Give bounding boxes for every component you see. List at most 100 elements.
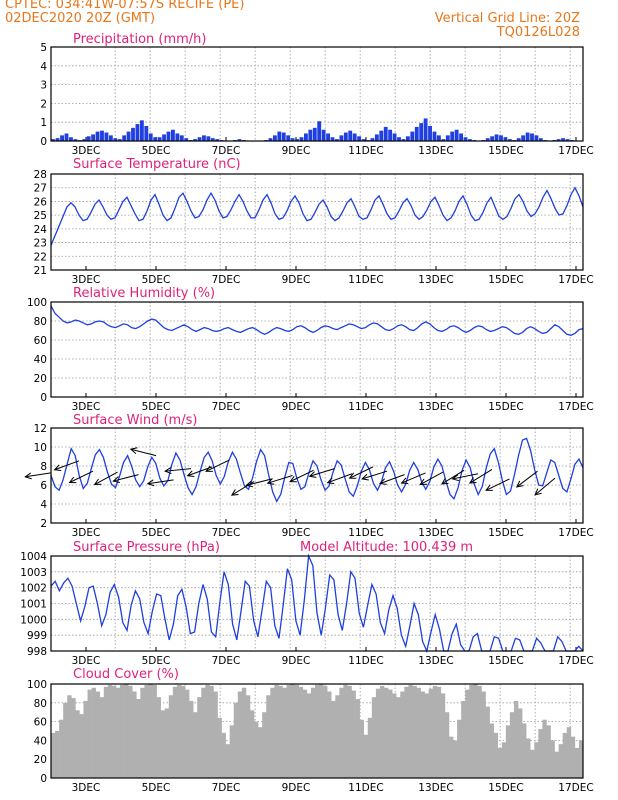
cloud-bar (91, 687, 96, 778)
wind-arrow-head (112, 476, 120, 483)
cloud-bar (562, 732, 568, 778)
precip-bar (290, 138, 295, 141)
x-tick-label: 7DEC (212, 782, 241, 794)
cloud-bar (574, 747, 580, 778)
cloud-bar (95, 691, 101, 778)
cloud-bar (388, 689, 393, 778)
x-tick-label: 13DEC (418, 145, 453, 157)
precip-bar (468, 139, 472, 141)
y-tick-label: 0 (40, 136, 47, 148)
cloud-bar (526, 738, 531, 778)
precip-bar (361, 139, 366, 141)
cloud-bar (432, 685, 438, 778)
cloud-bar (428, 688, 434, 778)
precip-bar (206, 136, 211, 141)
cloud-bar (172, 686, 178, 778)
cloud-bar (79, 714, 84, 778)
x-tick-label: 17DEC (558, 145, 593, 157)
cloud-bar (306, 693, 312, 778)
cloud-bar (132, 691, 137, 778)
precip-bar (352, 133, 357, 141)
cloud-bar (493, 732, 499, 778)
precip-bar (299, 137, 304, 141)
x-tick-label: 15DEC (488, 655, 523, 667)
wind-arrow (419, 471, 444, 485)
precip-bar (286, 135, 291, 141)
cloud-bar (140, 687, 145, 778)
cloud-bar (319, 684, 324, 778)
precip-bar (60, 135, 64, 141)
cloud-bar (87, 689, 92, 778)
precip-bar (339, 135, 344, 141)
precip-bar (437, 135, 441, 141)
precip-bar (405, 136, 410, 141)
cloud-bar (128, 685, 133, 778)
cloud-bar (416, 687, 421, 778)
cloud-bar (258, 727, 263, 778)
precip-bar (485, 138, 490, 141)
y-tick-label: 1002 (20, 583, 47, 595)
precip-bar (95, 131, 100, 141)
precip-bar (295, 139, 299, 141)
cloud-bar (444, 712, 450, 778)
y-tick-label: 28 (34, 169, 47, 181)
x-tick-label: 15DEC (488, 401, 523, 413)
precip-bar (104, 132, 109, 141)
x-tick-label: 11DEC (348, 655, 383, 667)
cloud-bar (485, 706, 490, 778)
precip-bar (428, 125, 432, 141)
x-tick-label: 11DEC (348, 401, 383, 413)
cloud-bar (400, 691, 405, 778)
cloud-bar (367, 717, 373, 778)
precip-bar (335, 139, 339, 141)
y-tick-label: 3 (40, 80, 47, 92)
cloud-bar (168, 695, 174, 778)
precip-bar (122, 135, 127, 141)
wind-arrow (362, 470, 388, 480)
cloud-bar (461, 700, 466, 778)
cloud-bar (501, 742, 507, 778)
wind-arrow (516, 470, 538, 488)
cloud-bar (107, 684, 113, 778)
cloud-bar (233, 702, 239, 778)
precip-bar (534, 135, 539, 141)
cloud-bar (542, 719, 547, 778)
wind-arrow-head (245, 480, 253, 488)
wind-arrow-head (485, 484, 493, 491)
cloud-bar (392, 693, 397, 778)
cloud-bar (213, 691, 218, 778)
x-tick-label: 3DEC (72, 145, 101, 157)
cloud-bar (323, 685, 328, 778)
precip-bar (100, 130, 104, 141)
cloud-bar (469, 684, 474, 778)
precip-bar (215, 139, 220, 141)
cloud-bar (59, 719, 64, 778)
precip-bar (556, 139, 561, 141)
precip-bar (153, 137, 158, 141)
x-tick-label: 15DEC (488, 145, 523, 157)
precip-bar (392, 133, 397, 141)
precip-bar (388, 129, 393, 141)
wind-arrow (485, 478, 510, 491)
cloud-bar (294, 684, 300, 778)
y-tick-label: 2 (40, 518, 47, 530)
wind-arrow (469, 469, 493, 484)
wind-arrow (309, 468, 335, 477)
cloud-bar (241, 687, 247, 778)
precip-bar (272, 135, 277, 141)
x-tick-label: 5DEC (142, 401, 171, 413)
precip-bar (419, 123, 424, 141)
cloud-bar (225, 744, 230, 778)
precip-bar (530, 133, 534, 141)
wind-arrow (165, 468, 192, 472)
cloud-bar (481, 691, 486, 778)
y-tick-label: 4 (40, 499, 47, 511)
panel-frame (50, 301, 584, 398)
y-tick-label: 12 (34, 423, 47, 435)
wind-arrow (25, 472, 52, 478)
x-tick-label: 13DEC (418, 527, 453, 539)
cloud-bar (351, 690, 356, 778)
y-tick-label: 1004 (20, 551, 47, 563)
panel-title: Cloud Cover (%) (73, 667, 179, 682)
x-tick-label: 7DEC (212, 274, 241, 286)
